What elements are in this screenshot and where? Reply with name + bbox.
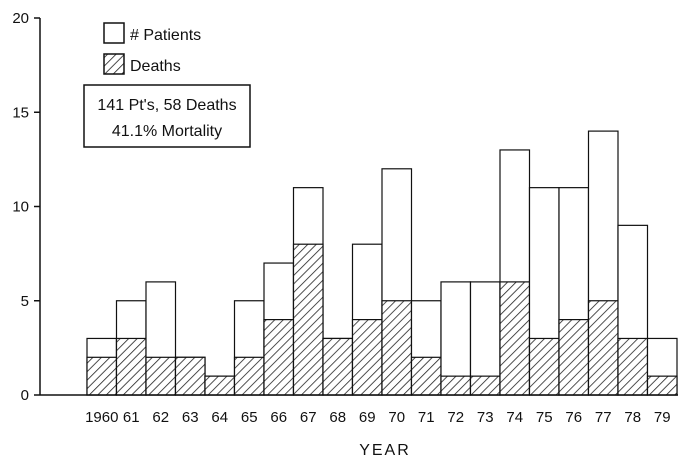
bar-deaths-62 xyxy=(145,356,177,396)
x-tick-label: 61 xyxy=(123,409,140,426)
bar-deaths-79 xyxy=(646,375,678,396)
legend-swatch-patients xyxy=(103,22,125,44)
legend-label-deaths: Deaths xyxy=(130,58,181,75)
bar-deaths-63 xyxy=(174,356,206,396)
bar-deaths-78 xyxy=(617,337,649,396)
x-tick-label: 78 xyxy=(624,409,641,426)
legend-label-patients: # Patients xyxy=(130,27,201,44)
bar-deaths-70 xyxy=(381,300,413,396)
bar-deaths-64 xyxy=(204,375,236,396)
x-ticks-group: 1960 61 62 63 64 65 66 67 68 69 70 71 72 73 74 75 76 77 78… xyxy=(85,409,671,426)
bar-deaths-66 xyxy=(263,319,295,396)
x-tick-label: 71 xyxy=(418,409,435,426)
y-tick-label: 5 xyxy=(21,293,29,310)
x-tick-label: 69 xyxy=(359,409,376,426)
bar-deaths-74 xyxy=(499,281,531,396)
y-tick-label: 0 xyxy=(21,387,29,404)
bars-group xyxy=(86,130,678,396)
summary-box: 141 Pt's, 58 Deaths 41.1% Mortality xyxy=(83,84,251,148)
x-tick-label: 66 xyxy=(270,409,287,426)
bar-deaths-76 xyxy=(558,319,590,396)
x-tick-label: 65 xyxy=(241,409,258,426)
y-ticks-group: 0 5 10 15 20 xyxy=(12,10,40,404)
bar-deaths-71 xyxy=(410,356,442,396)
x-tick-label: 64 xyxy=(211,409,228,426)
x-tick-label: 1960 xyxy=(85,409,118,426)
x-tick-label: 67 xyxy=(300,409,317,426)
bar-deaths-1960 xyxy=(86,356,118,396)
bar-deaths-65 xyxy=(233,356,265,396)
x-tick-label: 76 xyxy=(565,409,582,426)
bar-deaths-69 xyxy=(351,319,383,396)
bar-deaths-77 xyxy=(587,300,619,396)
x-tick-label: 72 xyxy=(447,409,464,426)
summary-line-2: 41.1% Mortality xyxy=(112,123,222,140)
x-tick-label: 70 xyxy=(388,409,405,426)
x-tick-label: 63 xyxy=(182,409,199,426)
y-tick-label: 20 xyxy=(12,10,29,27)
bar-deaths-73 xyxy=(469,375,501,396)
summary-box-border xyxy=(83,84,251,148)
bar-deaths-68 xyxy=(322,337,354,396)
bar-deaths-61 xyxy=(115,337,147,396)
y-tick-label: 15 xyxy=(12,104,29,121)
summary-line-1: 141 Pt's, 58 Deaths xyxy=(97,97,236,114)
x-tick-label: 73 xyxy=(477,409,494,426)
bar-deaths-72 xyxy=(440,375,472,396)
x-tick-label: 79 xyxy=(654,409,671,426)
x-tick-label: 77 xyxy=(595,409,612,426)
y-tick-label: 10 xyxy=(12,199,29,216)
bar-deaths-75 xyxy=(528,337,560,396)
x-axis-title: YEAR xyxy=(359,442,411,459)
x-tick-label: 75 xyxy=(536,409,553,426)
x-tick-label: 74 xyxy=(506,409,523,426)
x-tick-label: 62 xyxy=(152,409,169,426)
legend: # Patients Deaths xyxy=(103,22,201,75)
bar-deaths-67 xyxy=(292,243,324,396)
legend-swatch-deaths xyxy=(103,53,125,75)
x-tick-label: 68 xyxy=(329,409,346,426)
